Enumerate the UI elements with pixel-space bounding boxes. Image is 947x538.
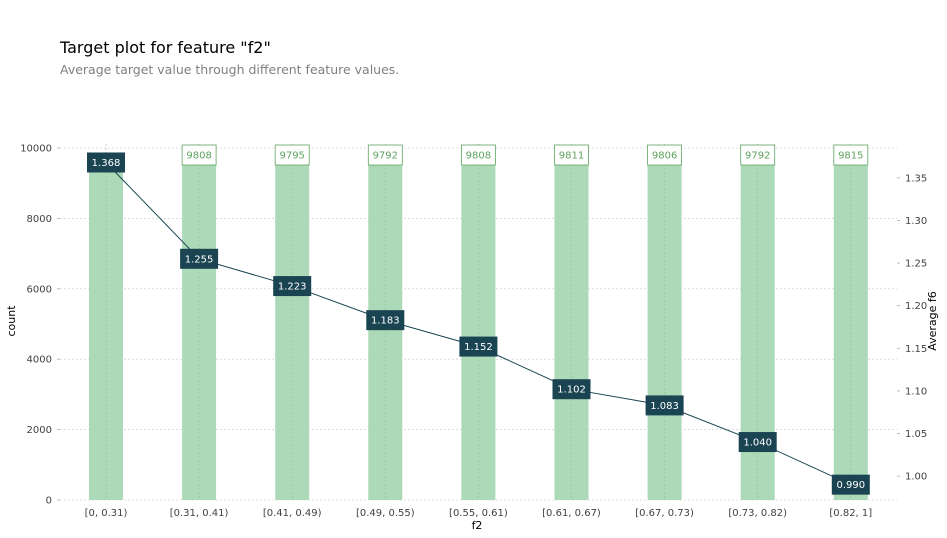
- y-tick-label: 4000: [27, 355, 52, 366]
- y-tick-label: 8000: [27, 214, 52, 225]
- x-tick-label: [0.31, 0.41): [170, 508, 229, 519]
- x-axis-label: f2: [472, 519, 483, 532]
- average-label-box: [180, 248, 219, 269]
- count-label-box: [181, 144, 217, 166]
- count-label: 9795: [279, 151, 304, 162]
- average-label-box: [87, 152, 125, 173]
- count-label-box: [460, 144, 496, 166]
- bar-layer: [89, 144, 868, 500]
- x-tick-label: [0.82, 1]: [829, 508, 872, 519]
- count-label: 9792: [745, 151, 770, 162]
- average-label: 1.152: [464, 342, 493, 353]
- y2-tick-label: 1.15: [905, 344, 927, 355]
- x-tick-label: [0.73, 0.82): [728, 508, 787, 519]
- y-tick-label: 6000: [27, 284, 52, 295]
- count-label: 9815: [838, 151, 863, 162]
- average-label-box: [831, 474, 870, 495]
- y-tick-label: 2000: [27, 425, 52, 436]
- chart-title: Target plot for feature "f2": [60, 38, 271, 57]
- y2-tick-label: 1.20: [905, 301, 927, 312]
- average-label: 1.368: [92, 158, 121, 169]
- label-layer: 9808 9795 9792 9808 9811 9806 9792 9815 1.368 1.2…: [87, 144, 870, 495]
- x-tick-label: [0.55, 0.61): [449, 508, 508, 519]
- x-tick-label: [0.61, 0.67): [542, 508, 601, 519]
- y2-tick-label: 1.10: [905, 386, 927, 397]
- average-label-box: [459, 336, 498, 357]
- average-label-box: [273, 276, 312, 297]
- axis-layer: 0 2000 4000 6000 8000 10000 1.00 1.05 1.10 1.15 1.…: [5, 144, 939, 533]
- average-label: 0.990: [836, 480, 865, 491]
- chart-subtitle: Average target value through different f…: [60, 62, 400, 77]
- count-label-box: [647, 144, 682, 166]
- average-label-box: [552, 379, 591, 400]
- x-tick-label: [0, 0.31): [85, 508, 128, 519]
- x-tick-label: [0.41, 0.49): [263, 508, 322, 519]
- y2-tick-label: 1.35: [905, 173, 927, 184]
- y2-tick-label: 1.00: [905, 472, 927, 483]
- average-label: 1.183: [371, 316, 400, 327]
- average-label: 1.083: [650, 401, 679, 412]
- average-label-box: [738, 432, 777, 453]
- average-label-box: [366, 310, 405, 331]
- y2-tick-label: 1.30: [905, 216, 927, 227]
- average-label: 1.223: [278, 282, 307, 293]
- average-label-box: [645, 395, 684, 416]
- average-label: 1.102: [557, 385, 586, 396]
- count-label: 9811: [559, 151, 584, 162]
- count-label-box: [833, 144, 869, 166]
- average-label: 1.040: [743, 438, 772, 449]
- y2-axis-label: Average f6: [926, 291, 939, 351]
- count-label-box: [274, 144, 310, 166]
- y-tick-label: 10000: [20, 144, 52, 155]
- count-label: 9806: [652, 151, 677, 162]
- y2-tick-label: 1.05: [905, 429, 927, 440]
- y-tick-label: 0: [46, 496, 52, 507]
- x-tick-label: [0.67, 0.73): [635, 508, 694, 519]
- y2-tick-label: 1.25: [905, 259, 927, 270]
- count-label: 9792: [373, 151, 398, 162]
- average-label: 1.255: [185, 254, 214, 265]
- count-label: 9808: [186, 151, 211, 162]
- count-label-box: [554, 144, 589, 166]
- y-axis-label: count: [5, 305, 18, 337]
- count-label-box: [367, 144, 403, 166]
- x-tick-label: [0.49, 0.55): [356, 508, 415, 519]
- count-label-box: [740, 144, 776, 166]
- count-label: 9808: [466, 151, 491, 162]
